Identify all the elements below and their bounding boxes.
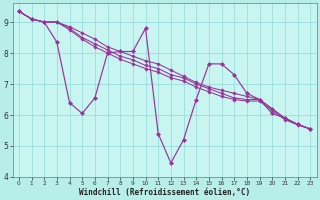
X-axis label: Windchill (Refroidissement éolien,°C): Windchill (Refroidissement éolien,°C) <box>79 188 250 197</box>
